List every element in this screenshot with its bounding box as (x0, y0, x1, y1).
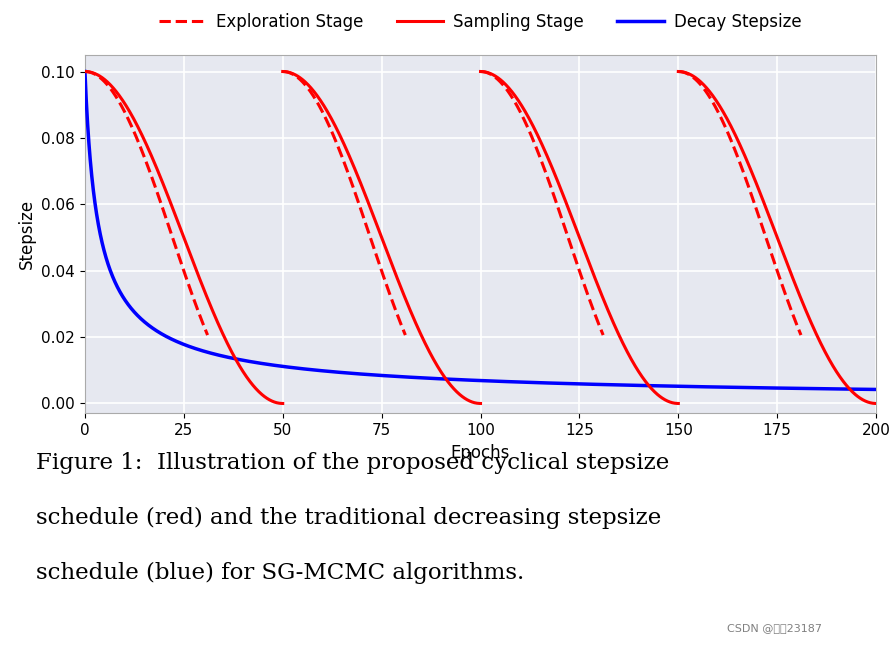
Text: schedule (red) and the traditional decreasing stepsize: schedule (red) and the traditional decre… (36, 507, 661, 529)
Text: CSDN @风刳23187: CSDN @风刳23187 (728, 623, 822, 633)
Legend: Exploration Stage, Sampling Stage, Decay Stepsize: Exploration Stage, Sampling Stage, Decay… (153, 6, 808, 37)
Text: schedule (blue) for SG-MCMC algorithms.: schedule (blue) for SG-MCMC algorithms. (36, 562, 524, 584)
Y-axis label: Stepsize: Stepsize (18, 199, 36, 269)
X-axis label: Epochs: Epochs (451, 444, 510, 462)
Text: Figure 1:  Illustration of the proposed cyclical stepsize: Figure 1: Illustration of the proposed c… (36, 452, 669, 474)
